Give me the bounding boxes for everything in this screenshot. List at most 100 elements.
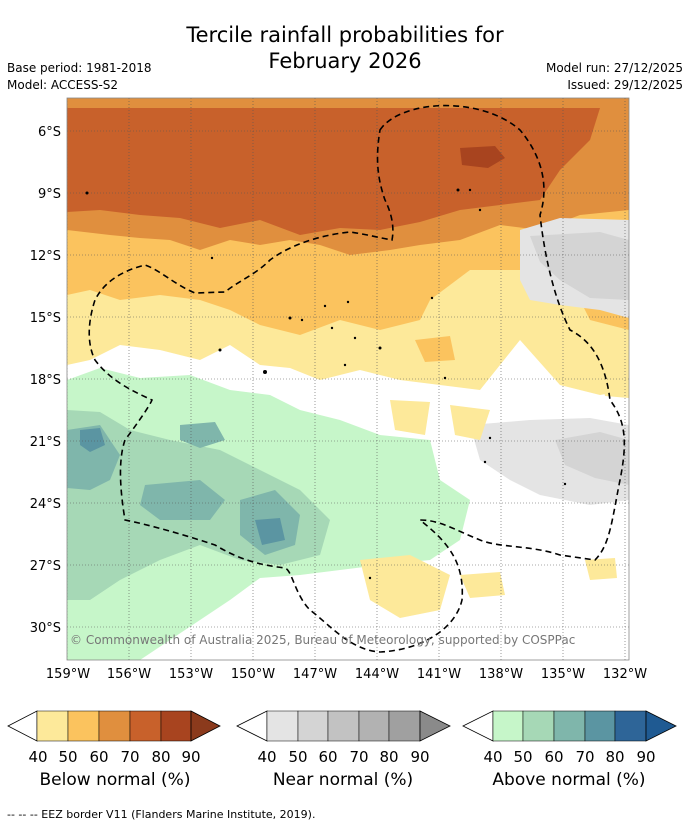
below-40-patch-f (600, 372, 629, 398)
rainfall-map: 6°S 9°S 12°S 15°S 18°S 21°S 24°S 27°S 30… (30, 97, 647, 682)
cbar-tick: 80 (379, 748, 398, 766)
cbar-ticks: 40 50 60 70 80 90 (483, 748, 655, 766)
near-50-region-south (555, 432, 629, 485)
lat-label: 30°S (30, 621, 61, 636)
below-40-patch-e (585, 558, 617, 580)
cbar-ticks: 40 50 60 70 80 90 (28, 748, 200, 766)
lat-label: 21°S (30, 435, 61, 450)
colorbar-below: 40 50 60 70 80 90 (7, 710, 221, 766)
cbar-max-triangle (645, 710, 677, 742)
lon-label: 153°W (169, 667, 213, 682)
cbar-swatch (67, 710, 100, 742)
lat-label: 18°S (30, 373, 61, 388)
map-title: Tercile rainfall probabilities for Febru… (0, 22, 690, 74)
cbar-max-triangle (190, 710, 221, 742)
lat-label: 12°S (30, 249, 61, 264)
cbar-swatch (129, 710, 162, 742)
title-line-2: February 2026 (268, 49, 422, 73)
below-80-region (460, 146, 505, 168)
colorbar-above: 40 50 60 70 80 90 (462, 710, 677, 766)
colorbar-below-label: Below normal (%) (39, 770, 191, 790)
lat-label: 15°S (30, 311, 61, 326)
lat-label: 6°S (38, 125, 61, 140)
cbar-swatch (584, 710, 616, 742)
eez-border (88, 104, 626, 653)
lon-label: 144°W (355, 667, 399, 682)
cbar-tick: 50 (288, 748, 307, 766)
title-line-1: Tercile rainfall probabilities for (186, 23, 504, 47)
model-name: Model: ACCESS-S2 (7, 78, 119, 92)
below-50-patch (415, 336, 455, 362)
lat-label: 27°S (30, 559, 61, 574)
lat-label: 9°S (38, 187, 61, 202)
cbar-tick: 40 (483, 748, 502, 766)
map-frame (66, 97, 630, 661)
lon-label: 150°W (231, 667, 275, 682)
lon-label: 138°W (479, 667, 523, 682)
islands (85, 188, 567, 580)
cbar-tick: 70 (349, 748, 368, 766)
cbar-swatch (614, 710, 647, 742)
cbar-swatch (358, 710, 390, 742)
cbar-swatch (492, 710, 524, 742)
cbar-tick: 80 (605, 748, 624, 766)
base-period: Base period: 1981-2018 (7, 61, 152, 75)
cbar-tick: 90 (410, 748, 429, 766)
cbar-tick: 50 (513, 748, 532, 766)
cbar-swatch (327, 710, 360, 742)
cbar-min-triangle (7, 710, 38, 742)
cbar-ticks: 40 50 60 70 80 90 (257, 748, 429, 766)
lon-label: 159°W (46, 667, 90, 682)
lon-label: 156°W (107, 667, 151, 682)
copyright-notice: © Commonwealth of Australia 2025, Bureau… (70, 633, 576, 647)
below-40-patch-c (360, 555, 450, 618)
colorbar-near-label: Near normal (%) (272, 770, 414, 790)
lon-label: 147°W (293, 667, 337, 682)
cbar-tick: 70 (575, 748, 594, 766)
cbar-swatch (553, 710, 586, 742)
cbar-tick: 80 (151, 748, 170, 766)
lon-label: 141°W (417, 667, 461, 682)
latitude-labels: 6°S 9°S 12°S 15°S 18°S 21°S 24°S 27°S 30… (30, 125, 61, 636)
cbar-swatch (297, 710, 329, 742)
cbar-min-triangle (462, 710, 494, 742)
above-60-region-mid (140, 480, 225, 520)
below-70-region (67, 108, 600, 235)
lon-label: 132°W (603, 667, 647, 682)
cbar-tick: 60 (544, 748, 563, 766)
cbar-swatch (160, 710, 192, 742)
cbar-swatch (36, 710, 69, 742)
map-shading (67, 98, 629, 660)
cbar-tick: 70 (120, 748, 139, 766)
below-40-patch-b (450, 405, 490, 440)
cbar-swatch (388, 710, 421, 742)
cbar-tick: 60 (89, 748, 108, 766)
longitude-labels: 159°W 156°W 153°W 150°W 147°W 144°W 141°… (46, 667, 647, 682)
cbar-swatch (522, 710, 555, 742)
lon-label: 135°W (541, 667, 585, 682)
cbar-max-triangle (419, 710, 451, 742)
cbar-tick: 90 (636, 748, 655, 766)
cbar-tick: 40 (257, 748, 276, 766)
gridlines (67, 98, 629, 660)
near-50-region-north (530, 232, 629, 300)
cbar-tick: 40 (28, 748, 47, 766)
colorbar-above-label: Above normal (%) (492, 770, 646, 790)
cbar-tick: 90 (181, 748, 200, 766)
cbar-tick: 50 (58, 748, 77, 766)
eez-footnote: -- -- -- EEZ border V11 (Flanders Marine… (7, 808, 316, 821)
issued-date: Issued: 29/12/2025 (567, 78, 683, 92)
cbar-min-triangle (236, 710, 268, 742)
meta-left: Base period: 1981-2018 Model: ACCESS-S2 (7, 60, 152, 94)
model-run: Model run: 27/12/2025 (545, 61, 683, 75)
cbar-swatch (98, 710, 131, 742)
colorbar-near: 40 50 60 70 80 90 (236, 710, 451, 766)
below-40-patch-a (390, 400, 430, 435)
cbar-swatch (266, 710, 299, 742)
below-40-patch-d (460, 572, 505, 598)
cbar-tick: 60 (318, 748, 337, 766)
above-70-region (80, 428, 105, 452)
lat-label: 24°S (30, 497, 61, 512)
colorbars: 40 50 60 70 80 90 40 50 60 70 80 90 (7, 710, 677, 766)
meta-right: Model run: 27/12/2025 Issued: 29/12/2025 (546, 60, 683, 94)
